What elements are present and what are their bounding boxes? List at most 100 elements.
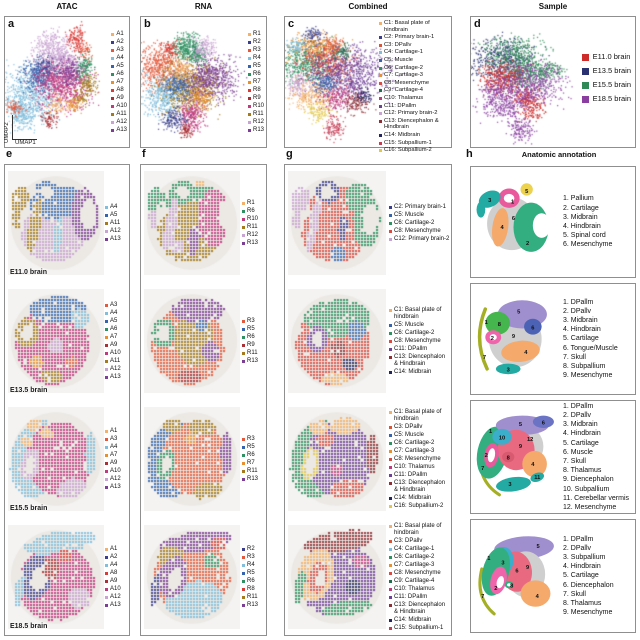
legend-label: C9: Cartilage-4 xyxy=(394,578,435,584)
anatomy-list-item: 4. Hindbrain xyxy=(563,430,601,438)
legend-label: R13 xyxy=(247,476,259,482)
legend-label: R11 xyxy=(247,468,258,474)
legend-label: R5 xyxy=(252,63,261,69)
legend-swatch xyxy=(242,604,245,607)
legend-swatch xyxy=(379,89,382,93)
legend-swatch xyxy=(389,214,392,217)
legend-label: R6 xyxy=(252,71,261,77)
section-legend: R2 R3 R4 R5 R6 R8 R11 R13 xyxy=(242,546,265,610)
anatomy-region-number: 4 xyxy=(531,462,535,468)
section-legend: A1 A2 A4 A8 A9 A10 A12 A13 xyxy=(105,546,128,610)
section-legend: R1 R6 R10 R11 R12 R13 xyxy=(242,200,265,248)
tissue-map-canvas xyxy=(288,171,386,275)
legend-swatch xyxy=(242,336,245,339)
legend-item: A10 xyxy=(105,468,128,475)
legend-swatch xyxy=(389,238,392,241)
anatomy-list-item: 9. Mesenchyme xyxy=(563,609,613,617)
legend-label: A10 xyxy=(110,586,121,592)
legend-label: A4 xyxy=(110,562,118,568)
legend-swatch xyxy=(242,454,245,457)
legend-item: A11 xyxy=(105,220,128,227)
legend-label: C5: Muscle xyxy=(394,432,425,438)
legend-label: A5 xyxy=(110,318,118,324)
umap-rna-canvas xyxy=(141,17,266,147)
legend-label: A5 xyxy=(116,63,124,69)
legend-item: A13 xyxy=(105,236,128,243)
legend-item: A9 xyxy=(105,342,128,349)
legend-label: C16: Subpallium-2 xyxy=(394,503,444,509)
anatomy-region-number: 4 xyxy=(524,350,528,356)
tissue-map-canvas xyxy=(144,525,240,629)
legend-label: A6 xyxy=(116,71,124,77)
legend-label: R13 xyxy=(247,240,259,246)
panel-b-legend: R1 R2 R3 R4 R5 R6 R7 R8 R9 R10 R11 R12 R13 xyxy=(247,31,264,135)
legend-item: R11 xyxy=(242,350,265,357)
legend-item: R11 xyxy=(242,468,265,475)
anatomy-region-number: 10 xyxy=(499,435,505,441)
panel-e-spatial-atac: A4 A5 A11 A12 A13 E11.0 brain A3 A4 A5 A6 A7 A9 A10 A… xyxy=(4,164,130,636)
legend-label: A11 xyxy=(116,111,127,117)
legend-label: R5 xyxy=(247,326,255,332)
legend-label: C11: DPallm xyxy=(394,594,428,600)
legend-item: A12 xyxy=(111,119,127,126)
legend-label: A2 xyxy=(116,39,124,45)
legend-swatch xyxy=(247,49,251,52)
legend-item: C1: Basal plate of hindbrain xyxy=(389,409,450,423)
legend-label: C10: Thalamus xyxy=(384,94,424,101)
legend-swatch xyxy=(379,36,382,40)
spatial-section-e11.0-brain: R1 R6 R10 R11 R12 R13 xyxy=(141,165,266,283)
anatomy-list-item: 3. Midbrain xyxy=(563,421,598,429)
legend-label: C14: Midbrain xyxy=(384,131,421,138)
legend-swatch xyxy=(389,604,392,607)
legend-label: C13: Diencephalon & Hindbrain xyxy=(384,117,439,131)
legend-swatch xyxy=(242,556,245,559)
legend-swatch xyxy=(105,478,108,481)
spatial-section-e15.5-brain: C1: Basal plate of hindbrain C3: DPallv C5… xyxy=(285,401,451,519)
legend-label: A13 xyxy=(110,374,121,380)
legend-swatch xyxy=(389,505,392,508)
legend-label: R11 xyxy=(247,594,258,600)
legend-swatch xyxy=(389,371,392,374)
legend-swatch xyxy=(247,57,251,60)
legend-label: C11: DPallm xyxy=(384,102,417,109)
legend-label: R5 xyxy=(247,570,255,576)
legend-swatch xyxy=(242,564,245,567)
anatomy-list-item: 4. Hindbrain xyxy=(563,326,601,334)
legend-item: R9 xyxy=(242,342,265,349)
legend-label: A7 xyxy=(110,334,118,340)
spatial-section-e13.5-brain: A3 A4 A5 A6 A7 A9 A10 A11 A12 A13 E13.5 brain xyxy=(5,283,129,401)
anatomy-region-number: 6 xyxy=(542,420,545,426)
legend-swatch xyxy=(247,65,251,68)
legend-label: R8 xyxy=(252,87,261,93)
legend-item: A5 xyxy=(105,212,128,219)
legend-item: R4 xyxy=(247,55,264,62)
panel-letter-f: f xyxy=(142,148,146,160)
legend-label: E18.5 brain xyxy=(592,94,631,103)
legend-label: A7 xyxy=(110,452,118,458)
anatomy-region-number: 7 xyxy=(483,355,486,361)
legend-swatch xyxy=(379,119,382,123)
legend-label: R9 xyxy=(252,95,261,101)
legend-item: R1 xyxy=(242,200,265,207)
umap1-axis-label: UMAP1 xyxy=(15,140,36,146)
legend-label: A5 xyxy=(110,212,118,218)
legend-label: A13 xyxy=(110,602,121,608)
legend-item: A8 xyxy=(105,570,128,577)
anatomy-list-item: 5. Cartilage xyxy=(563,572,599,580)
legend-swatch xyxy=(105,596,108,599)
legend-swatch xyxy=(105,214,108,217)
legend-label: A2 xyxy=(110,554,118,560)
legend-swatch xyxy=(247,81,251,84)
anatomy-box-e13.5-brain: 1 2 3 4 5 6 7 8 9 1. DPallm 2. DPallv 3. Midbrain 4.… xyxy=(470,283,636,395)
anatomy-region-number: 9 xyxy=(526,565,529,571)
legend-swatch xyxy=(105,328,108,331)
umap-combined-canvas xyxy=(285,17,451,147)
anatomy-list-item: 7. Skull xyxy=(563,353,586,361)
legend-item: C3: DPallv xyxy=(389,424,450,431)
panel-letter-h: h xyxy=(466,148,473,160)
anatomy-list-item: 7. Skull xyxy=(563,590,586,598)
legend-swatch xyxy=(389,450,392,453)
anatomy-region-number: 11 xyxy=(534,475,541,481)
legend-item: A3 xyxy=(111,47,127,54)
